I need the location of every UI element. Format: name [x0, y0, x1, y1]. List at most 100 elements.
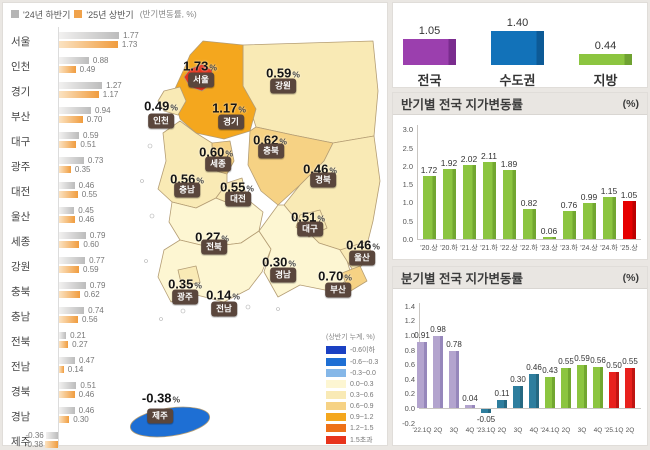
y-tick-0: 0.0 [404, 404, 415, 413]
region-label: 경기 [11, 86, 31, 98]
map-legend-item: 1.5초과 [326, 435, 396, 445]
bar-4Q-3 [465, 405, 475, 408]
summary-value-수도권: 1.40 [506, 16, 529, 29]
map-name-badge-대전: 대전 [225, 191, 251, 207]
bar-value-0: 0.91 [414, 330, 430, 340]
bar-대전-prev [59, 182, 75, 189]
y-tick-0.4: 0.4 [404, 374, 415, 384]
x-tick-8: '24.상 [580, 245, 598, 252]
bar-'22.하-5 [522, 208, 536, 239]
bar-value-울산-curr: 0.46 [78, 215, 95, 224]
summary-bar-chart: 1.05 전국 1.40 수도권 0.44 지방 [393, 3, 647, 88]
x-tick-1: '20.하 [440, 245, 458, 252]
bar-울산-prev [59, 207, 75, 214]
quarterly-title: 분기별 전국 지가변동률 [401, 272, 523, 286]
x-tick-6: '23.상 [540, 245, 558, 252]
map-value-경남: 0.30% [262, 254, 296, 270]
y-tick-0.6: 0.6 [404, 360, 415, 370]
region-label: 강원 [11, 261, 31, 273]
bar-value-세종-curr: 0.60 [83, 240, 99, 249]
region-label: 충남 [11, 311, 31, 323]
map-value-울산: 0.46% [346, 237, 380, 253]
bar-'21.하-3 [482, 161, 496, 239]
x-tick-8: '24.1Q [540, 427, 560, 434]
summary-bar-전국 [403, 39, 456, 65]
map-name-badge-세종: 세종 [205, 156, 231, 172]
summary-bar-수도권 [491, 30, 544, 65]
bar-value-10: 1.05 [620, 189, 638, 200]
summary-label-지방: 지방 [593, 73, 618, 88]
bar-value-전남-curr: 0.14 [67, 365, 84, 374]
bar-value-충북-prev: 0.79 [89, 281, 106, 290]
map-legend-swatch [326, 358, 346, 366]
region-label: 부산 [11, 111, 31, 123]
map-value-인천: 0.49% [144, 98, 178, 114]
bar-value-인천-prev: 0.88 [92, 56, 109, 65]
y-tick-1: 1.0 [404, 331, 415, 340]
bar-'22.1Q-0 [417, 341, 427, 408]
y-tick-0.5: 0.5 [402, 216, 413, 226]
map-legend-swatch [326, 369, 346, 377]
half-yearly-title: 반기별 전국 지가변동률 [401, 98, 523, 112]
x-tick-13: 2Q [625, 427, 635, 434]
bar-2Q-1 [433, 336, 443, 408]
legend-label-curr-half: '25년 상반기 [86, 9, 134, 20]
bar-'23.하-7 [562, 211, 576, 239]
bar-value-광주-curr: 0.35 [74, 165, 91, 174]
map-value-강원: 0.59% [266, 65, 300, 81]
y-tick--0.2: -0.2 [402, 418, 415, 428]
legend-note: (반기변동률, %) [139, 9, 197, 19]
map-legend-swatch [326, 346, 346, 354]
map-name-badge-충남: 충남 [174, 182, 200, 198]
summary-bar-지방 [579, 54, 632, 65]
bar-경남-prev [59, 407, 75, 414]
summary-bar-panel: 1.05 전국 1.40 수도권 0.44 지방 [392, 2, 648, 88]
summary-value-전국: 1.05 [418, 25, 441, 38]
map-value-광주: 0.35% [168, 276, 202, 292]
x-axis [417, 239, 641, 240]
map-value-대구: 0.51% [291, 209, 325, 225]
region-label: 제주 [11, 436, 31, 448]
y-tick-3: 3.0 [402, 125, 413, 135]
x-tick-3: 4Q [465, 427, 475, 434]
bar-'24.상-8 [582, 202, 596, 239]
region-label: 인천 [11, 61, 31, 73]
bar-4Q-7 [529, 374, 539, 408]
coastal-islet [276, 307, 280, 311]
region-label: 전북 [11, 336, 31, 348]
x-tick-3: '21.하 [480, 245, 498, 252]
map-name-badge-부산: 부산 [325, 282, 351, 298]
y-tick-1.4: 1.4 [404, 301, 415, 311]
map-value-전남: 0.14% [206, 287, 240, 303]
bar-충북-curr [59, 291, 81, 298]
bar-value-6: 0.30 [510, 375, 526, 385]
left-chart-axis [58, 27, 59, 447]
bar-세종-curr [59, 241, 80, 248]
y-tick-2: 2.0 [402, 161, 413, 171]
y-tick-0.2: 0.2 [404, 389, 415, 399]
region-label: 대전 [11, 186, 31, 198]
map-name-badge-서울: 서울 [188, 72, 214, 88]
summary-label-전국: 전국 [417, 73, 442, 88]
map-legend-label: 1.2~1.5 [350, 424, 374, 432]
bar-value-0: 1.72 [420, 165, 438, 176]
bar-'22.상-4 [502, 169, 516, 239]
y-tick-0: 0.0 [402, 235, 413, 244]
y-tick-2.5: 2.5 [402, 143, 413, 153]
region-label: 광주 [11, 161, 31, 173]
map-legend-swatch [326, 436, 346, 444]
y-tick-1: 1.0 [402, 198, 413, 208]
bar-'25.1Q-12 [609, 371, 619, 408]
bar-value-대전-prev: 0.46 [78, 181, 95, 190]
bar-서울-curr [59, 41, 118, 48]
region-label: 전남 [11, 361, 31, 373]
bar-세종-prev [59, 232, 86, 239]
map-legend-label: 0.6~0.9 [350, 402, 374, 410]
bar-value-2: 0.78 [446, 340, 462, 350]
bar-value-4: 1.89 [500, 158, 518, 169]
bar-value-세종-prev: 0.79 [89, 231, 106, 240]
x-tick-10: 3Q [577, 427, 587, 434]
map-name-badge-대구: 대구 [297, 221, 323, 237]
bar-value-13: 0.55 [622, 356, 638, 366]
